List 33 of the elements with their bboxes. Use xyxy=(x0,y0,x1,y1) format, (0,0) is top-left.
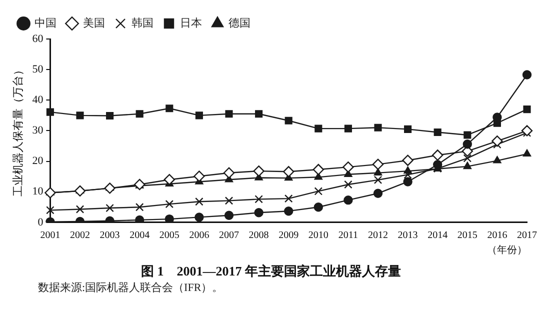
y-tick-label: 10 xyxy=(32,186,44,198)
x-tick-label: 2007 xyxy=(219,230,239,242)
x-tick-label: 2011 xyxy=(338,230,358,242)
x-axis-title: （年份） xyxy=(487,244,527,256)
source-note: 数据来源:国际机器人联合会（IFR）。 xyxy=(38,281,224,295)
x-tick-label: 2017 xyxy=(517,230,537,242)
legend-label: 美国 xyxy=(83,16,105,30)
x-tick-label: 2012 xyxy=(368,230,388,242)
x-tick-label: 2002 xyxy=(70,230,90,242)
y-tick-label: 50 xyxy=(32,63,44,76)
x-tick-label: 2010 xyxy=(308,230,328,242)
legend-label: 中国 xyxy=(34,16,56,30)
legend-label: 日本 xyxy=(180,16,202,30)
text: 图 1 2001—2017 年主要国家工业机器人存量 xyxy=(141,264,401,279)
x-tick-label: 2005 xyxy=(159,230,180,242)
x-tick-label: 2001 xyxy=(40,230,60,242)
x-tick-label: 2009 xyxy=(278,230,299,242)
y-tick-label: 30 xyxy=(32,124,44,137)
x-tick-label: 2013 xyxy=(398,230,418,242)
legend-label: 韩国 xyxy=(132,16,154,30)
x-tick-label: 2016 xyxy=(487,230,508,242)
x-tick-label: 2006 xyxy=(189,230,210,242)
y-tick-label: 20 xyxy=(32,155,44,168)
y-tick-label: 40 xyxy=(32,94,44,106)
x-tick-label: 2003 xyxy=(100,230,120,242)
y-tick-label: 0 xyxy=(38,216,44,228)
x-tick-label: 2004 xyxy=(130,230,150,242)
legend-label: 德国 xyxy=(228,17,250,30)
x-tick-label: 2014 xyxy=(428,230,448,242)
x-tick-label: 2008 xyxy=(248,230,269,242)
x-tick-label: 2015 xyxy=(457,230,478,242)
y-axis-title: 工业机器人保有量（万台） xyxy=(11,64,24,197)
y-tick-label: 60 xyxy=(32,32,44,45)
